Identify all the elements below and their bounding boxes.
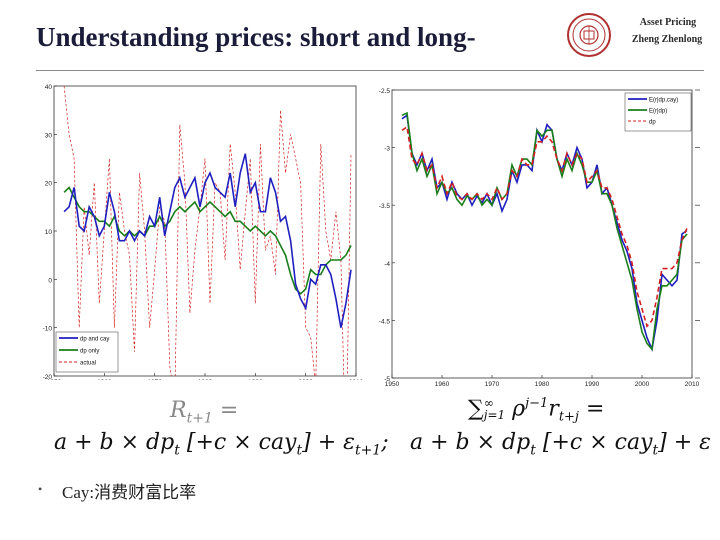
formula-symbol: R (170, 398, 187, 423)
y-tick-label: -10 (43, 326, 53, 333)
x-tick-label: 1960 (435, 381, 450, 388)
formula-return: r (548, 396, 559, 422)
formula-sum-sign: ∑ (468, 396, 484, 422)
formula-error-term: + ε (673, 430, 711, 455)
x-tick-label: 2000 (298, 379, 313, 380)
y-tick-label: -5 (384, 376, 390, 383)
formula-subscript: j=1 (483, 408, 506, 423)
formula-error-term: + ε (317, 430, 355, 455)
header-divider (36, 70, 704, 71)
formula-rho: ρ (512, 396, 526, 422)
formula-term: a + b × dp (410, 430, 531, 455)
formula-subscript: t+1 (186, 410, 213, 427)
x-tick-label: 1990 (585, 381, 600, 388)
chart-left-returns: 403020100-10-201950196019701980199020002… (43, 84, 364, 380)
legend-label: E(r|dp,cay) (649, 98, 678, 104)
x-tick-label: 2010 (685, 381, 700, 388)
x-tick-label: 2000 (635, 381, 650, 388)
y-tick-label: 40 (45, 84, 53, 91)
brand-author-name: Zheng Zhenlong (631, 34, 703, 45)
formula-bracket-close: ] (658, 430, 667, 455)
x-tick-label: 1950 (47, 379, 62, 380)
legend-label: dp (649, 120, 656, 126)
formula-bracket-term: [+c × cay (186, 430, 297, 455)
plot-frame (391, 89, 693, 379)
x-tick-label: 1980 (198, 379, 213, 380)
formula-semicolon: ; (381, 430, 389, 455)
formula-subscript: t (296, 442, 303, 459)
legend-label: E(r|dp) (649, 109, 667, 115)
brand-course-name: Asset Pricing (639, 17, 697, 28)
y-tick-label: 0 (48, 277, 52, 284)
x-tick-label: 1970 (147, 379, 162, 380)
x-tick-label: 1950 (385, 381, 400, 388)
y-tick-label: 20 (45, 181, 53, 188)
university-seal-logo (567, 13, 611, 57)
series-line-e-r-dp- (401, 111, 688, 352)
y-tick-label: 30 (45, 132, 53, 139)
y-tick-label: -4.5 (379, 318, 391, 325)
y-tick-label: -3 (384, 146, 390, 153)
formula-bracket-term: [+c × cay (542, 430, 653, 455)
x-tick-label: 1980 (535, 381, 550, 388)
formula-bracket-close: ] (302, 430, 311, 455)
x-tick-label: 2010 (349, 379, 364, 380)
formula-superscript: ∞ (483, 396, 494, 411)
series-line-actual (63, 86, 352, 376)
legend-label: actual (80, 361, 96, 367)
formula-subscript: t (174, 442, 180, 459)
y-tick-label: -3.5 (379, 203, 391, 210)
formula-right-rhs: a + b × dpt [+c × cayt] + ε (410, 430, 711, 458)
formula-right-lhs: ∑∞ j=1 ρj−1rt+j = (468, 396, 604, 425)
formula-equals: = (219, 398, 239, 423)
legend-label: dp and cay (80, 337, 109, 343)
formula-subscript: t+1 (354, 442, 382, 459)
bullet-marker: • (38, 482, 43, 496)
plot-frame (53, 85, 357, 377)
formula-subscript: t (530, 442, 536, 459)
formula-left-rhs: a + b × dpt [+c × cayt] + εt+1; (54, 430, 389, 458)
y-tick-label: -20 (43, 374, 53, 380)
series-line-dp (401, 125, 688, 328)
series-line-dp-only (63, 186, 352, 295)
formula-subscript: t+j (558, 409, 579, 425)
y-tick-label: 10 (45, 229, 53, 236)
formula-superscript: j−1 (525, 396, 549, 411)
x-tick-label: 1970 (485, 381, 500, 388)
formula-equals: = (585, 396, 605, 422)
formula-subscript: t (652, 442, 659, 459)
x-tick-label: 1960 (97, 379, 112, 380)
legend-label: dp only (80, 349, 99, 355)
x-tick-label: 1990 (248, 379, 263, 380)
y-tick-label: -4 (384, 261, 390, 268)
slide-title: Understanding prices: short and long- (36, 22, 476, 52)
formula-left-lhs: Rt+1 = (170, 398, 238, 426)
series-line-dp-and-cay (63, 153, 352, 328)
y-tick-label: -2.5 (379, 88, 391, 95)
formula-term: a + b × dp (54, 430, 175, 455)
bullet-text: Cay:消费财富比率 (62, 483, 197, 502)
